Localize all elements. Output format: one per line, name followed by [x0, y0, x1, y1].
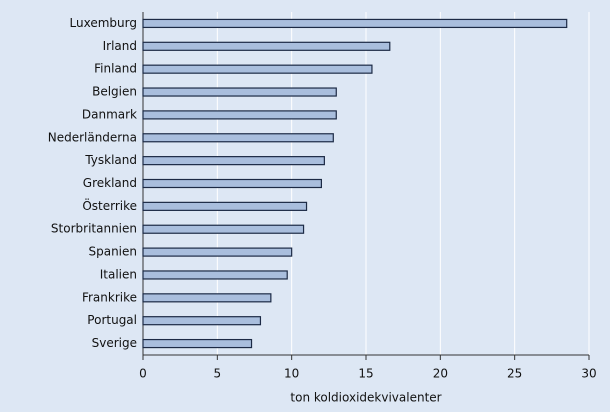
y-tick-label: Sverige: [92, 336, 137, 350]
y-tick-label: Belgien: [92, 85, 137, 99]
bar: [142, 156, 325, 166]
x-tick-label: 0: [139, 367, 147, 381]
y-tick-label: Italien: [100, 267, 137, 281]
y-tick-label: Frankrike: [82, 290, 137, 304]
y-tick-label: Danmark: [82, 107, 137, 121]
y-tick-label: Portugal: [87, 313, 137, 327]
y-tick-label: Finland: [94, 62, 137, 76]
bar: [142, 247, 293, 257]
bar: [142, 338, 253, 349]
y-tick-label: Storbritannien: [51, 222, 137, 236]
bar: [142, 270, 288, 280]
y-tick-label: Grekland: [83, 176, 137, 190]
bar: [142, 133, 334, 143]
bar: [142, 178, 322, 189]
y-tick-label: Nederländerna: [48, 130, 137, 144]
bar: [142, 224, 305, 234]
x-tick-label: 25: [507, 367, 522, 381]
x-tick-label: 15: [358, 367, 373, 381]
bar: [142, 316, 262, 326]
bar: [142, 41, 391, 51]
x-tick-label: 10: [284, 367, 299, 381]
x-tick-label: 5: [214, 367, 222, 381]
x-tick-label: 30: [581, 367, 596, 381]
bar: [142, 64, 373, 74]
x-tick-label: 20: [433, 367, 448, 381]
y-tick-label: Irland: [103, 39, 137, 53]
x-axis-label: ton koldioxidekvivalenter: [290, 391, 441, 405]
y-tick-label: Tyskland: [84, 153, 137, 167]
bar: [142, 18, 568, 29]
bar: [142, 293, 272, 303]
bar: [142, 201, 308, 211]
bar: [142, 87, 337, 97]
y-tick-label: Luxemburg: [70, 16, 137, 30]
y-tick-label: Österrike: [82, 197, 137, 213]
bar: [142, 110, 337, 120]
y-tick-label: Spanien: [88, 245, 137, 259]
